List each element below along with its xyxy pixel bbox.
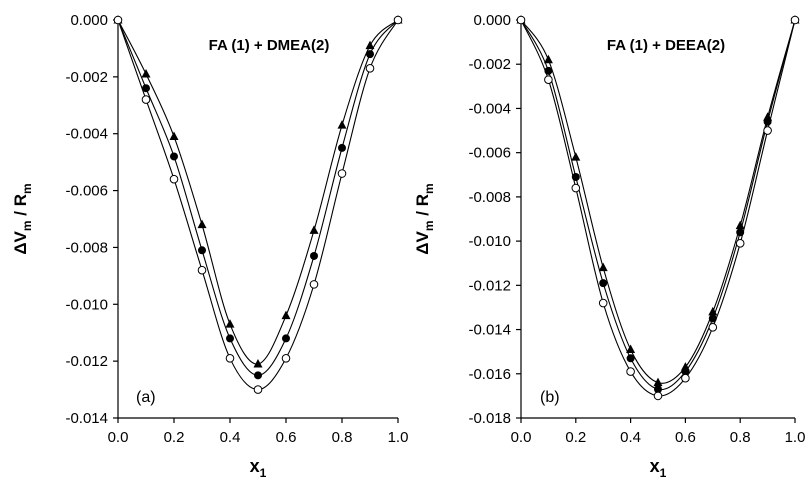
x-tick-label: 0.2 (565, 429, 586, 446)
y-tick-label: -0.008 (65, 239, 108, 256)
data-point (226, 334, 234, 343)
data-point (790, 15, 800, 25)
chart-panel-a: FA (1) + DMEA(2) (a) 0.000 -0.002 -0.004 -0… (11, 12, 408, 480)
data-point (281, 310, 291, 320)
data-point (544, 75, 553, 84)
data-point (141, 69, 151, 78)
data-point (543, 54, 553, 64)
data-point (141, 95, 151, 104)
data-point (571, 183, 581, 193)
data-point (197, 265, 207, 275)
data-point (197, 219, 207, 229)
data-point (169, 174, 179, 184)
data-point (281, 354, 291, 363)
x-axis-label: x1 (250, 456, 267, 480)
data-point (198, 246, 206, 255)
y-tick-label: -0.016 (468, 366, 511, 383)
y-tick-label: -0.010 (468, 233, 511, 250)
x-tick-label: 0.4 (620, 429, 641, 446)
data-point (516, 15, 526, 25)
x-axis-label: x1 (650, 456, 667, 480)
data-point (681, 373, 690, 383)
data-point (309, 225, 319, 234)
data-point (169, 131, 179, 141)
y-tick-label: -0.004 (468, 100, 511, 117)
data-point (763, 126, 772, 135)
y-tick-label: -0.018 (468, 410, 511, 427)
data-point (626, 354, 635, 363)
data-point (142, 84, 150, 93)
x-tick-label: 0.2 (164, 429, 185, 446)
data-point (310, 251, 318, 260)
data-point (253, 358, 263, 368)
data-point (708, 323, 718, 332)
y-tick-label: -0.012 (468, 277, 511, 294)
y-tick-label: -0.006 (468, 145, 511, 162)
data-point (626, 367, 635, 376)
chart-title: FA (1) + DMEA(2) (209, 37, 330, 54)
series-line (520, 19, 796, 397)
series-line (520, 19, 796, 391)
y-tick-label: -0.010 (65, 296, 108, 313)
data-point (571, 152, 581, 161)
data-point (599, 279, 608, 288)
data-point (337, 169, 347, 178)
y-tick-label: -0.006 (65, 183, 108, 200)
data-point (735, 239, 745, 248)
x-tick-label: 0.4 (220, 429, 241, 446)
x-tick-label: 0.8 (730, 429, 751, 446)
series-line (117, 19, 399, 376)
y-tick-label: 0.000 (473, 12, 511, 29)
y-tick-label: -0.014 (468, 322, 511, 339)
x-tick-label: 1.0 (388, 429, 409, 446)
data-point (626, 344, 636, 353)
data-point (225, 319, 235, 328)
series-line (117, 19, 399, 365)
series-line (520, 19, 796, 384)
data-point (393, 15, 403, 25)
data-point (309, 280, 319, 289)
x-tick-label: 1.0 (785, 429, 806, 446)
chart-panel-b: FA (1) + DEEA(2) (b) 0.000 -0.002 -0.004 -0… (413, 12, 805, 480)
chart-title: FA (1) + DEEA(2) (607, 37, 725, 54)
data-point (282, 334, 290, 343)
panel-label: (b) (540, 389, 560, 406)
data-point (365, 64, 375, 73)
y-tick-label: -0.002 (65, 69, 108, 86)
x-tick-label: 0.8 (332, 429, 353, 446)
data-point (735, 220, 745, 230)
data-point (654, 385, 662, 394)
series-line (117, 19, 399, 391)
data-point (653, 391, 663, 401)
data-point (113, 15, 123, 25)
y-tick-label: -0.014 (65, 410, 108, 427)
y-tick-label: -0.002 (468, 56, 511, 73)
data-point (365, 40, 375, 50)
data-point (366, 50, 374, 59)
x-tick-label: 0.0 (108, 429, 129, 446)
data-point (598, 298, 608, 308)
data-point (598, 262, 608, 272)
data-point (708, 314, 717, 323)
data-point (681, 367, 690, 376)
data-point (253, 385, 263, 394)
data-point (337, 120, 347, 129)
x-tick-label: 0.0 (511, 429, 532, 446)
y-axis-label: ΔVm / Rm (11, 183, 34, 254)
data-point (653, 377, 663, 387)
y-tick-label: -0.008 (468, 189, 511, 206)
y-tick-label: -0.004 (65, 126, 108, 143)
data-point (170, 152, 178, 161)
y-axis-label: ΔVm / Rm (413, 183, 436, 254)
panel-label: (a) (136, 389, 156, 406)
data-point (225, 354, 235, 363)
y-tick-label: 0.000 (70, 12, 108, 29)
x-tick-label: 0.6 (675, 429, 696, 446)
x-tick-label: 0.6 (276, 429, 297, 446)
y-tick-label: -0.012 (65, 353, 108, 370)
data-point (338, 143, 346, 152)
data-point (254, 371, 262, 380)
